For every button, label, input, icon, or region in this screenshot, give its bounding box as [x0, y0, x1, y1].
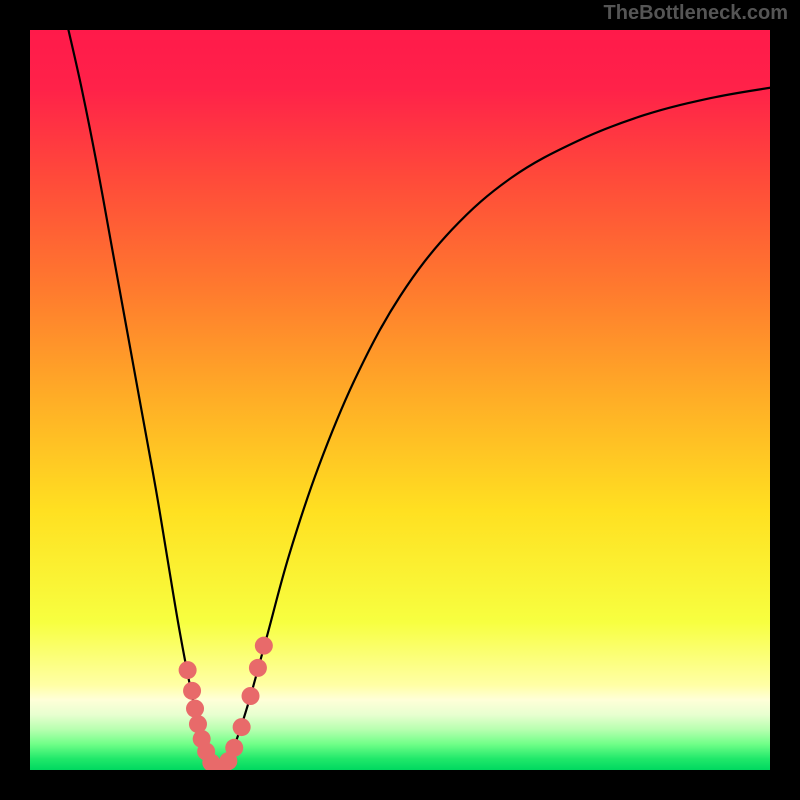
curves-layer [30, 30, 770, 770]
marker-dot [179, 661, 197, 679]
left-curve [68, 30, 215, 769]
marker-dot [255, 637, 273, 655]
right-curve [222, 88, 770, 769]
marker-dot [249, 659, 267, 677]
marker-group [179, 637, 273, 770]
marker-dot [233, 718, 251, 736]
marker-dot [183, 682, 201, 700]
outer-frame: TheBottleneck.com [0, 0, 800, 800]
plot-area [30, 30, 770, 770]
marker-dot [186, 700, 204, 718]
marker-dot [242, 687, 260, 705]
watermark-text: TheBottleneck.com [604, 2, 788, 25]
marker-dot [225, 739, 243, 757]
